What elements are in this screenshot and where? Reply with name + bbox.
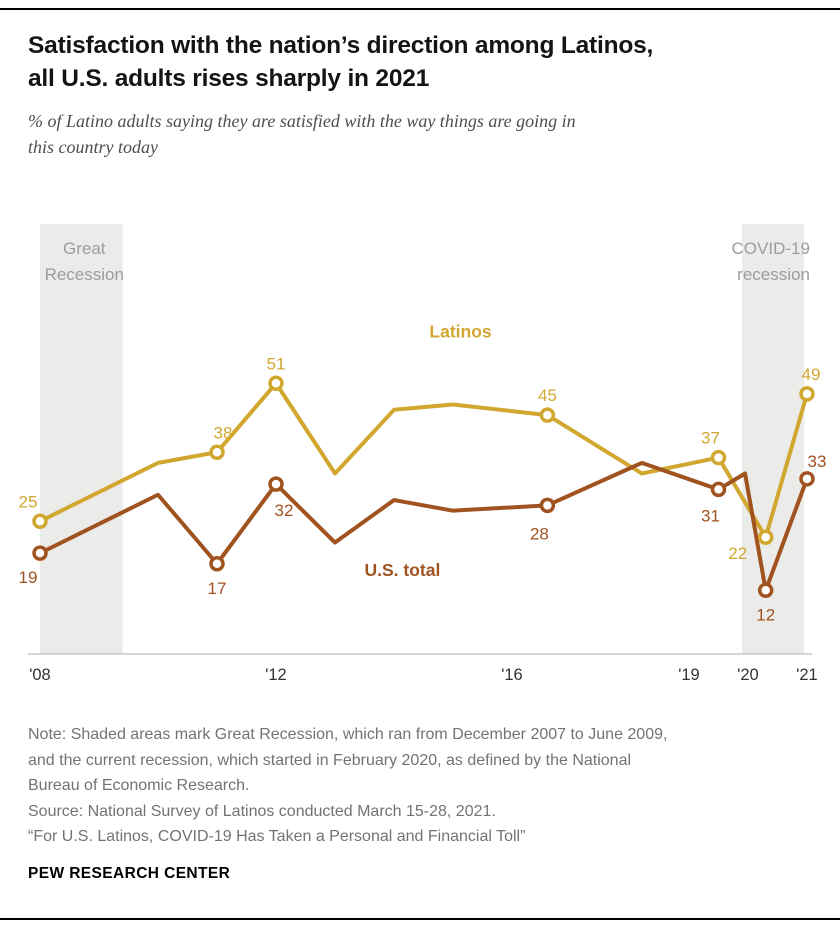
subtitle-line-1: % of Latino adults saying they are satis… bbox=[28, 111, 576, 131]
data-point-label: 17 bbox=[208, 579, 227, 598]
chart-canvas: Great Recession COVID-19 recession '08 '12 '16… bbox=[19, 224, 826, 684]
latinos-line bbox=[38, 381, 809, 540]
x-axis-label: '12 bbox=[265, 666, 287, 684]
recession-annotation: Great bbox=[63, 239, 106, 258]
data-point-marker bbox=[799, 386, 815, 402]
data-point-label: 19 bbox=[19, 568, 38, 587]
data-point-marker bbox=[32, 513, 48, 530]
x-axis-label: '16 bbox=[501, 666, 523, 684]
recession-band bbox=[40, 224, 123, 654]
recession-annotation: recession bbox=[737, 265, 810, 284]
notes-block: Note: Shaded areas mark Great Recession,… bbox=[28, 722, 812, 850]
data-point-label: 12 bbox=[756, 605, 775, 624]
data-point-marker bbox=[268, 476, 284, 492]
data-point-label: 33 bbox=[808, 452, 827, 471]
note-line-3: Bureau of Economic Research. bbox=[28, 777, 250, 794]
data-point-label: 25 bbox=[19, 492, 38, 511]
note-line-1: Note: Shaded areas mark Great Recession,… bbox=[28, 726, 668, 743]
recession-annotation: Recession bbox=[45, 265, 124, 284]
title-line-2: all U.S. adults rises sharply in 2021 bbox=[28, 65, 430, 92]
data-point-marker bbox=[710, 481, 727, 498]
report-title-line: “For U.S. Latinos, COVID-19 Has Taken a … bbox=[28, 828, 526, 845]
bottom-rule bbox=[0, 918, 840, 920]
data-point-marker bbox=[268, 375, 284, 392]
data-point-label: 51 bbox=[267, 354, 286, 373]
data-point-marker bbox=[757, 582, 774, 599]
data-point-label: 45 bbox=[538, 386, 557, 405]
top-rule bbox=[0, 8, 840, 10]
data-point-label: 38 bbox=[214, 423, 233, 442]
x-axis-label: '20 bbox=[737, 666, 759, 684]
data-point-marker bbox=[209, 444, 225, 461]
subtitle-line-2: this country today bbox=[28, 137, 158, 157]
data-point-marker bbox=[799, 471, 815, 487]
chart-subtitle: % of Latino adults saying they are satis… bbox=[28, 108, 812, 160]
satisfaction-line-chart: Great Recession COVID-19 recession '08 '12 '16… bbox=[19, 222, 826, 696]
pew-research-center-logo: PEW RESEARCH CENTER bbox=[28, 864, 231, 882]
data-point-label: 31 bbox=[701, 506, 720, 525]
data-point-label: 49 bbox=[802, 365, 821, 384]
data-point-marker bbox=[710, 449, 727, 466]
x-axis-label: '08 bbox=[29, 666, 51, 684]
recession-annotation: COVID-19 bbox=[732, 239, 810, 258]
x-axis-label: '19 bbox=[678, 666, 700, 684]
data-point-marker bbox=[209, 556, 225, 572]
source-line: Source: National Survey of Latinos condu… bbox=[28, 802, 496, 820]
data-point-marker bbox=[539, 407, 556, 423]
data-point-label: 28 bbox=[530, 524, 549, 543]
title-line-1: Satisfaction with the nation’s direction… bbox=[28, 32, 654, 59]
data-point-marker bbox=[539, 497, 556, 514]
data-point-label: 37 bbox=[701, 429, 720, 448]
content: Satisfaction with the nation’s direction… bbox=[0, 10, 840, 918]
series-label: U.S. total bbox=[365, 560, 441, 580]
data-point-label: 22 bbox=[728, 544, 747, 563]
page-title: Satisfaction with the nation’s direction… bbox=[28, 29, 812, 95]
data-point-label: 32 bbox=[275, 501, 294, 520]
data-point-marker bbox=[757, 529, 774, 545]
note-line-2: and the current recession, which started… bbox=[28, 751, 632, 769]
x-axis-label: '21 bbox=[796, 666, 818, 684]
data-point-marker bbox=[32, 545, 48, 561]
series-label: Latinos bbox=[429, 322, 491, 342]
